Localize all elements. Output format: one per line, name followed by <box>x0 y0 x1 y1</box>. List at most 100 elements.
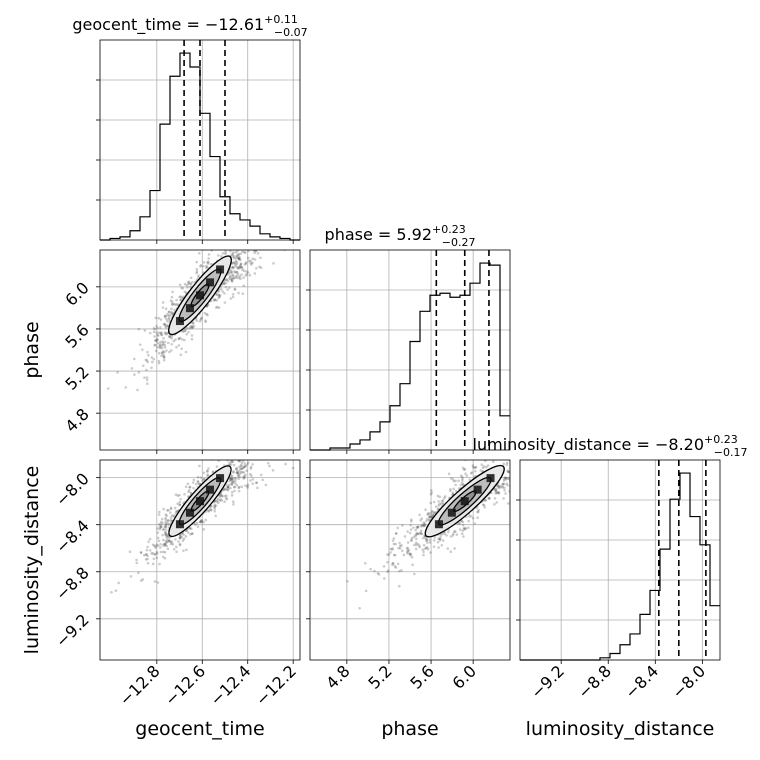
sample-point <box>240 461 244 464</box>
sample-point <box>153 335 157 338</box>
histogram-luminosity_distance <box>520 472 720 661</box>
sample-point <box>232 277 235 280</box>
sample-point <box>156 544 160 548</box>
sample-point <box>400 544 403 547</box>
sample-point <box>214 306 218 309</box>
sample-point <box>446 547 450 550</box>
sample-point <box>220 255 223 258</box>
sample-point <box>439 535 442 538</box>
sample-point <box>157 351 161 355</box>
sample-point <box>198 464 201 468</box>
density-block <box>206 278 215 287</box>
sample-point <box>178 533 182 537</box>
sample-point <box>245 272 249 276</box>
sample-point <box>250 474 253 478</box>
sample-point <box>386 570 390 574</box>
y-axis-label-luminosity_distance: luminosity_distance <box>21 466 43 655</box>
sample-point <box>164 525 167 529</box>
sample-point <box>160 333 163 336</box>
sample-point <box>165 514 169 517</box>
sample-point <box>199 264 203 267</box>
sample-point <box>230 270 233 273</box>
sample-point <box>168 314 172 317</box>
sample-point <box>525 470 528 473</box>
sample-point <box>495 501 498 504</box>
sample-point <box>239 471 243 474</box>
sample-point <box>224 252 227 256</box>
sample-point <box>174 512 177 515</box>
sample-point <box>420 517 424 520</box>
sample-point <box>452 479 456 483</box>
sample-point <box>213 503 216 507</box>
sample-point <box>230 279 234 283</box>
sample-point <box>513 476 516 479</box>
sample-point <box>191 481 195 484</box>
sample-point <box>382 565 386 568</box>
sample-point <box>247 250 250 253</box>
sample-point <box>216 305 219 309</box>
sample-point <box>233 489 236 493</box>
sample-point <box>191 532 194 535</box>
sample-point <box>185 333 188 336</box>
sample-point <box>231 292 235 296</box>
sample-point <box>488 456 491 459</box>
sample-point <box>213 298 217 302</box>
sample-point <box>522 479 525 482</box>
sample-point <box>133 373 136 376</box>
sample-point <box>265 456 268 459</box>
sample-point <box>110 590 113 594</box>
sample-point <box>433 510 437 514</box>
sample-point <box>241 292 245 296</box>
sample-point <box>136 388 139 392</box>
sample-point <box>227 454 230 457</box>
sample-point <box>163 543 167 546</box>
sample-point <box>195 260 198 264</box>
sample-point <box>487 496 490 500</box>
sample-point <box>251 463 254 466</box>
sample-point <box>400 569 403 572</box>
sample-point <box>191 326 194 329</box>
sample-point <box>152 327 156 330</box>
sample-point <box>461 483 465 486</box>
sample-point <box>454 530 457 533</box>
sample-point <box>181 287 185 290</box>
sample-point <box>163 345 167 349</box>
sample-point <box>156 527 159 530</box>
sample-point <box>459 483 463 487</box>
sample-point <box>228 483 231 487</box>
sample-point <box>412 526 415 529</box>
sample-point <box>502 457 505 460</box>
sample-point <box>242 466 245 469</box>
sample-point <box>510 473 513 476</box>
sample-point <box>196 479 200 483</box>
sample-point <box>504 478 508 481</box>
histogram-panel-luminosity_distance <box>519 459 721 661</box>
title-sub: −0.07 <box>274 26 308 39</box>
sample-point <box>189 283 193 286</box>
ytick-label-luminosity_distance-3: −8.0 <box>52 469 93 510</box>
sample-point <box>197 274 200 277</box>
sample-point <box>146 561 150 565</box>
sample-point <box>229 478 233 481</box>
sample-point <box>152 557 156 561</box>
sample-point <box>461 479 464 482</box>
sample-point <box>137 571 140 575</box>
sample-point <box>432 500 436 504</box>
sample-point <box>495 457 498 460</box>
sample-point <box>157 361 161 365</box>
sample-point <box>106 387 110 390</box>
sample-point <box>213 505 217 508</box>
sample-point <box>248 273 252 277</box>
sample-point <box>205 266 208 270</box>
sample-point <box>464 472 467 475</box>
sample-point <box>188 327 192 330</box>
title-sub: −0.17 <box>714 446 748 459</box>
sample-point <box>250 263 253 266</box>
sample-point <box>259 473 263 477</box>
sample-point <box>514 485 517 488</box>
sample-point <box>422 524 425 528</box>
sample-point <box>536 462 539 465</box>
sample-point <box>504 476 507 480</box>
scatter-panel-phase-luminosity_distance <box>309 459 511 661</box>
ytick-label-luminosity_distance-2: −8.4 <box>52 516 93 557</box>
